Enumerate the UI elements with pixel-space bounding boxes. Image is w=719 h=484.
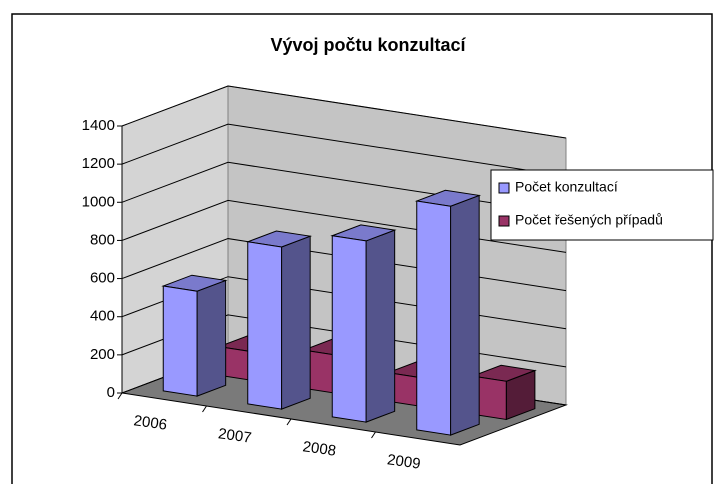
x-tick	[202, 405, 207, 413]
chart-title: Vývoj počtu konzultací	[270, 35, 466, 55]
x-tick	[286, 418, 292, 426]
bar	[330, 224, 397, 423]
x-tick-label: 2009	[386, 451, 421, 472]
legend-box	[490, 169, 714, 241]
y-tick-label: 1400	[82, 117, 115, 134]
legend-label: Počet řešených případů	[515, 212, 663, 228]
legend-label: Počet konzultací	[515, 179, 618, 195]
y-tick-label: 1000	[82, 193, 115, 210]
y-tick-label: 800	[90, 231, 115, 248]
y-tick-label: 0	[107, 384, 115, 401]
bar-side	[365, 229, 396, 423]
bar-front	[247, 241, 283, 410]
x-tick-label: 2006	[133, 412, 168, 433]
bar	[470, 364, 537, 421]
bar-front	[416, 200, 452, 436]
bar	[161, 274, 228, 397]
bar-side	[196, 279, 227, 397]
bar-front	[331, 235, 367, 423]
x-tick-label: 2007	[217, 425, 252, 446]
x-tick	[117, 392, 123, 400]
x-tick	[371, 431, 376, 439]
grid-line	[121, 85, 567, 139]
bar-side	[281, 235, 311, 410]
y-tick-label: 1200	[82, 155, 115, 172]
grid-line	[121, 123, 567, 177]
y-tick-label: 600	[90, 270, 115, 287]
bar-front	[162, 285, 198, 397]
y-tick-label: 200	[90, 346, 115, 363]
bar-side	[450, 194, 480, 436]
legend-swatch	[498, 215, 510, 227]
bar	[414, 189, 482, 436]
y-tick-label: 400	[90, 308, 115, 325]
bar	[245, 230, 313, 410]
legend-swatch	[498, 182, 510, 194]
x-tick-label: 2008	[302, 438, 337, 459]
